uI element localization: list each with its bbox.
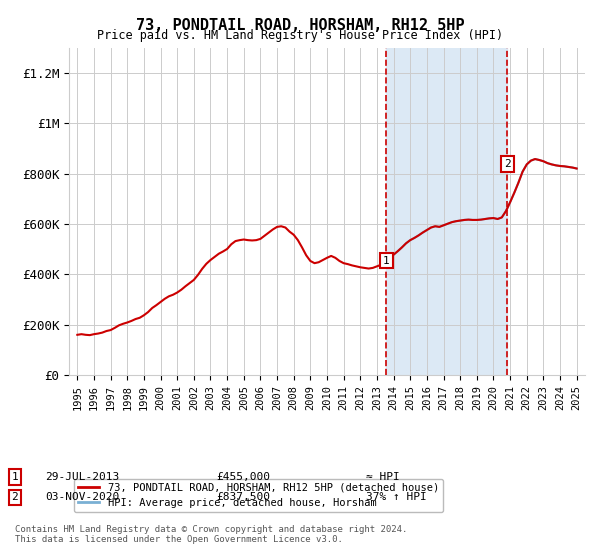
Text: 03-NOV-2020: 03-NOV-2020 xyxy=(45,492,119,502)
Text: 73, PONDTAIL ROAD, HORSHAM, RH12 5HP: 73, PONDTAIL ROAD, HORSHAM, RH12 5HP xyxy=(136,18,464,33)
Text: 1: 1 xyxy=(383,255,390,265)
Text: 2: 2 xyxy=(11,492,19,502)
Text: 37% ↑ HPI: 37% ↑ HPI xyxy=(366,492,427,502)
Text: 29-JUL-2013: 29-JUL-2013 xyxy=(45,472,119,482)
Text: £837,500: £837,500 xyxy=(216,492,270,502)
Text: Contains HM Land Registry data © Crown copyright and database right 2024.
This d: Contains HM Land Registry data © Crown c… xyxy=(15,525,407,544)
Text: Price paid vs. HM Land Registry's House Price Index (HPI): Price paid vs. HM Land Registry's House … xyxy=(97,29,503,42)
Bar xyxy=(386,48,508,375)
Text: 1: 1 xyxy=(11,472,19,482)
Text: 2: 2 xyxy=(504,159,511,169)
Text: ≈ HPI: ≈ HPI xyxy=(366,472,400,482)
Text: £455,000: £455,000 xyxy=(216,472,270,482)
Legend: 73, PONDTAIL ROAD, HORSHAM, RH12 5HP (detached house), HPI: Average price, detac: 73, PONDTAIL ROAD, HORSHAM, RH12 5HP (de… xyxy=(74,479,443,512)
